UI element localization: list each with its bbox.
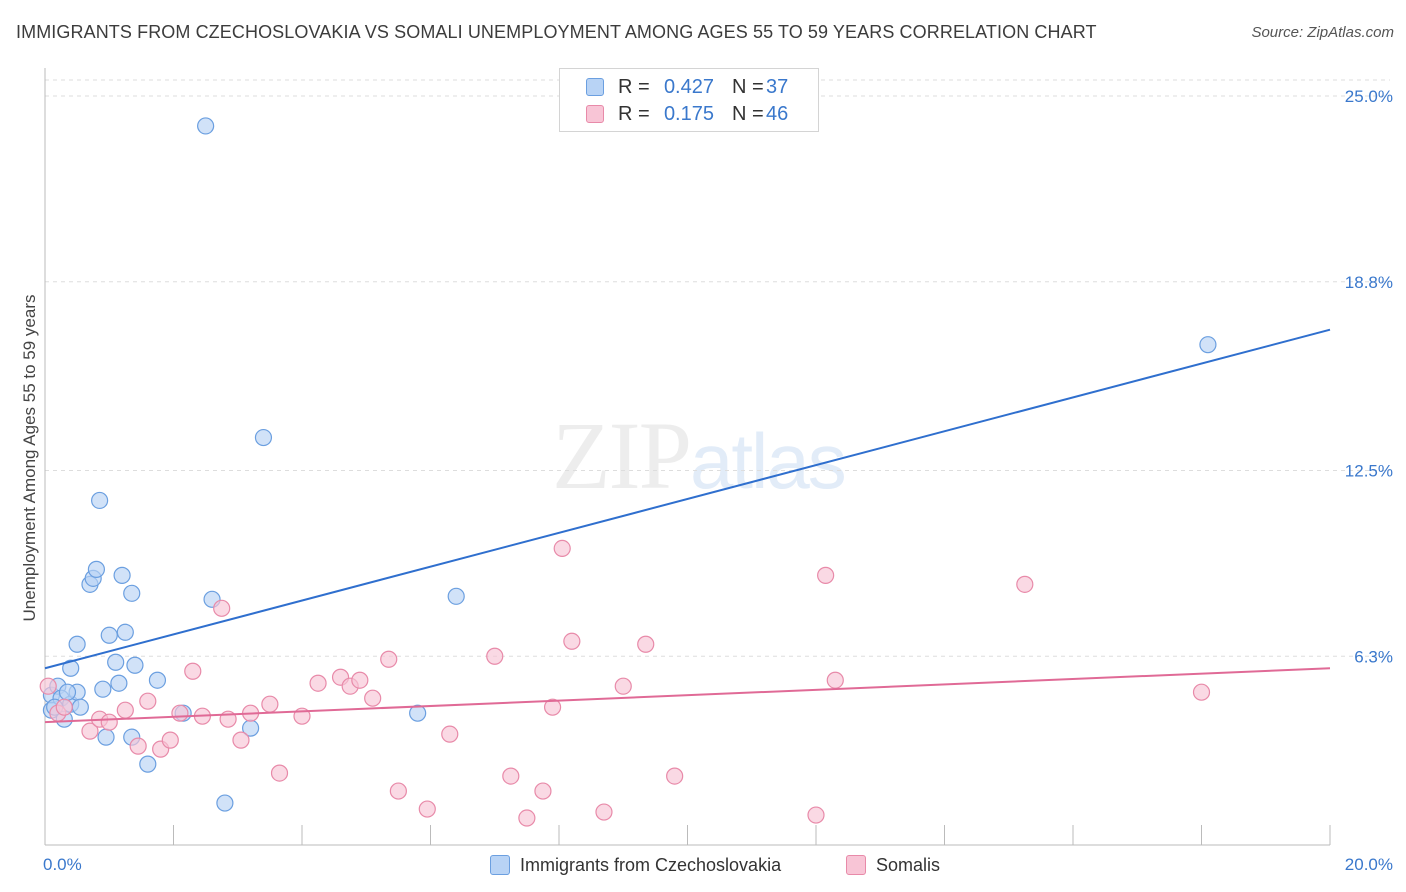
data-point-czechoslovakia [94,680,112,698]
data-point-somali [100,713,118,731]
data-point-somali [55,698,73,716]
y-tick-label: 25.0% [1345,87,1393,106]
legend-swatch-blue [586,78,604,96]
legend-row-czechoslovakia: R = 0.427 N = 37 [586,75,788,99]
data-point-czechoslovakia [71,698,89,716]
data-point-somali [39,677,57,695]
data-point-somali [543,698,562,716]
data-point-somali [441,725,459,743]
data-point-somali [595,803,613,821]
data-point-somali [826,671,844,689]
data-point-czechoslovakia [107,653,125,671]
bottom-legend-somalis: Somalis [846,852,940,878]
data-point-czechoslovakia [97,728,115,746]
data-point-czechoslovakia [254,428,273,447]
watermark-zip: ZIP [552,402,692,509]
x-tick-label: 0.0% [43,855,82,874]
data-point-somali [81,722,99,740]
trend-line-somali [44,667,1331,724]
data-point-somali [666,767,684,785]
data-point-somali [637,635,655,653]
data-point-somali [261,695,279,713]
data-point-czechoslovakia [113,566,131,584]
data-point-somali [232,731,250,749]
data-point-somali [563,632,581,650]
trend-line-czechoslovakia [44,328,1331,670]
data-point-czechoslovakia [126,656,144,674]
data-point-somali [270,764,289,782]
data-point-somali [502,767,520,785]
bottom-legend-label: Immigrants from Czechoslovakia [520,854,782,875]
data-point-czechoslovakia [409,704,427,722]
data-point-somali [1016,575,1034,593]
data-point-somali [614,677,632,695]
data-point-somali [139,692,157,710]
data-point-czechoslovakia [116,623,134,641]
data-point-somali [1192,683,1211,701]
y-tick-label: 12.5% [1345,462,1393,481]
data-point-somali [553,539,571,557]
data-point-somali [213,599,231,617]
data-point-somali [518,809,536,827]
legend-row-somalis: R = 0.175 N = 46 [586,102,788,126]
data-point-somali [364,689,382,707]
data-point-czechoslovakia [87,560,106,578]
data-point-somali [807,806,825,824]
legend-n-label: N = [732,75,764,98]
data-point-somali [817,566,835,584]
data-point-somali [116,701,134,719]
data-point-czechoslovakia [62,659,80,677]
y-tick-label: 6.3% [1354,647,1393,666]
data-point-somali [389,782,407,800]
legend-r-value: 0.175 [663,102,714,125]
data-point-somali [161,731,179,749]
x-tick-label: 20.0% [1345,855,1393,874]
legend-n-label: N = [732,102,764,125]
source-label: Source: ZipAtlas.com [1251,24,1394,41]
y-tick-label: 18.8% [1345,273,1393,292]
watermark: ZIPatlas [552,400,847,511]
correlation-legend: R = 0.427 N = 37 R = 0.175 N = 46 [559,68,819,132]
data-point-czechoslovakia [139,755,157,773]
legend-r-label: R = [618,102,650,125]
data-point-czechoslovakia [1199,336,1217,354]
data-point-somali [309,674,327,692]
data-point-czechoslovakia [68,635,86,653]
data-point-czechoslovakia [123,584,141,602]
data-point-somali [380,650,398,668]
legend-n-value: 37 [766,75,789,98]
watermark-atlas: atlas [690,417,847,505]
bottom-legend-swatch-pink [846,855,866,875]
legend-r-label: R = [618,75,650,98]
data-point-somali [171,704,189,722]
legend-r-value: 0.427 [663,75,714,98]
bottom-legend-czechoslovakia: Immigrants from Czechoslovakia [490,852,781,878]
data-point-somali [418,800,436,818]
data-point-czechoslovakia [100,626,118,644]
chart-title: IMMIGRANTS FROM CZECHOSLOVAKIA VS SOMALI… [16,22,1097,42]
bottom-legend-label: Somalis [876,854,941,875]
data-point-czechoslovakia [91,491,109,510]
data-point-czechoslovakia [447,587,465,605]
data-point-somali [486,647,504,665]
bottom-legend-swatch-blue [490,855,510,875]
data-point-czechoslovakia [148,671,167,689]
data-point-somali [534,782,552,800]
data-point-czechoslovakia [58,683,77,701]
data-point-czechoslovakia [197,117,215,135]
legend-n-value: 46 [766,102,789,125]
data-point-somali [129,737,147,755]
data-point-czechoslovakia [216,794,234,812]
data-point-czechoslovakia [110,674,128,692]
legend-swatch-pink [586,105,604,123]
data-point-somali [351,671,369,689]
data-point-somali [184,662,202,680]
